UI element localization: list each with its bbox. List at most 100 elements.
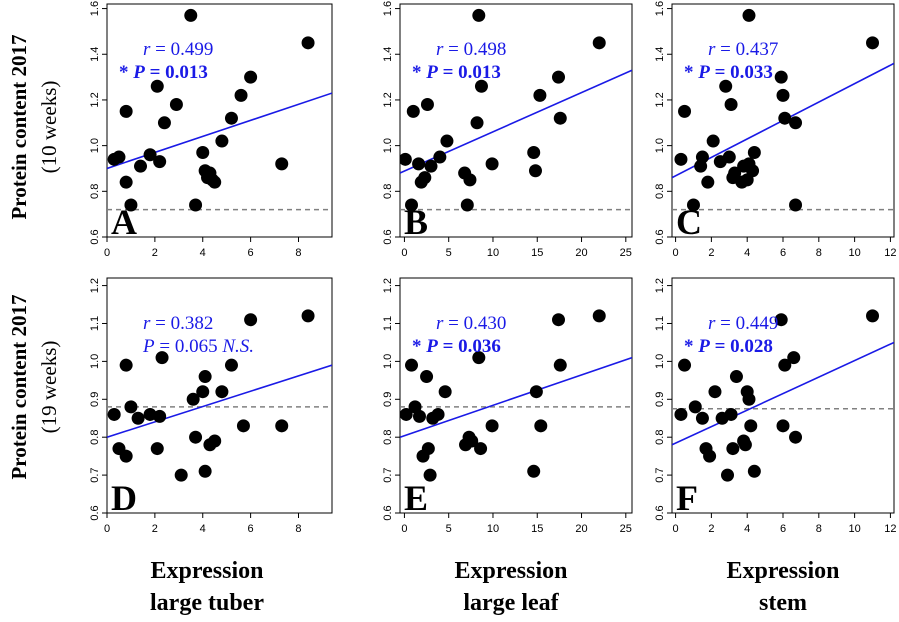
data-point xyxy=(275,157,289,171)
x-tick-label: 0 xyxy=(401,523,407,535)
column-label-2-line2: large leaf xyxy=(463,590,559,616)
panel-letter: A xyxy=(111,202,137,242)
y-tick-label: 0.7 xyxy=(382,467,394,482)
data-point xyxy=(866,36,880,50)
panels: 0 2 4 6 80.60.81.01.21.41.6Ar = 0.499* P = 0… xyxy=(89,1,897,535)
y-tick-label: 0.8 xyxy=(382,184,394,199)
data-point xyxy=(208,175,222,189)
y-tick-label: 1.0 xyxy=(654,354,666,369)
stat-r: r = 0.430 xyxy=(436,313,506,334)
plot-area xyxy=(672,8,894,212)
plot-area xyxy=(672,309,894,482)
data-point xyxy=(592,36,606,50)
stat-r-value: = 0.498 xyxy=(443,39,506,60)
data-point xyxy=(405,358,419,372)
data-point xyxy=(726,442,740,456)
y-tick-label: 0.8 xyxy=(89,184,101,199)
data-point xyxy=(431,407,445,421)
data-point xyxy=(134,159,148,173)
data-point xyxy=(412,409,426,423)
x-tick-label: 4 xyxy=(200,247,206,259)
data-point xyxy=(463,173,477,187)
stat-r: r = 0.382 xyxy=(143,313,213,334)
x-tick-label: 2 xyxy=(708,523,714,535)
panel-b: 0 5 10 15 20 25 0.6 0.8 1.0 1.2 1.4 1.6 Br = 0.498* … xyxy=(382,1,633,259)
x-tick-label: 5 xyxy=(446,523,452,535)
data-point xyxy=(742,8,756,22)
data-point xyxy=(701,175,715,189)
y-tick-label: 1.2 xyxy=(654,92,666,107)
x-tick-label: 6 xyxy=(780,523,786,535)
x-tick-label: 0 xyxy=(104,247,110,259)
column-label-1-line1: Expression xyxy=(151,558,264,584)
y-tick-label: 0.9 xyxy=(654,392,666,407)
data-point xyxy=(196,145,210,159)
data-point xyxy=(236,419,250,433)
data-point xyxy=(529,385,543,399)
x-tick-label: 15 xyxy=(531,523,543,535)
stat-r: r = 0.437 xyxy=(708,39,778,60)
y-tick-label: 0.9 xyxy=(382,392,394,407)
x-tick-label: 2 xyxy=(708,247,714,259)
data-point xyxy=(686,198,700,212)
stat-r-value: = 0.430 xyxy=(443,313,506,334)
x-tick-label: 8 xyxy=(816,247,822,259)
data-point xyxy=(552,70,566,84)
data-point xyxy=(131,411,145,425)
data-point xyxy=(742,392,756,406)
stat-r: r = 0.498 xyxy=(436,39,506,60)
stat-r-value: = 0.449 xyxy=(715,313,778,334)
y-tick-label: 0.9 xyxy=(89,392,101,407)
plot-frame xyxy=(106,3,333,238)
stat-p-value: = 0.036 xyxy=(438,336,501,357)
x-tick-label: 0 xyxy=(104,523,110,535)
data-point xyxy=(485,419,499,433)
data-point xyxy=(789,430,803,444)
row-label-bottom-sub: (19 weeks) xyxy=(37,341,61,434)
y-tick-label: 0.6 xyxy=(382,229,394,244)
data-point xyxy=(678,358,692,372)
data-point xyxy=(722,150,736,164)
stat-p-star: * xyxy=(412,62,426,83)
plot-area xyxy=(107,309,332,482)
stat-r-symbol: r xyxy=(143,39,151,60)
y-tick-label: 1.0 xyxy=(89,138,101,153)
regression-line xyxy=(107,92,332,170)
plot-area xyxy=(400,309,632,482)
data-point xyxy=(169,98,183,112)
data-point xyxy=(460,198,474,212)
data-point xyxy=(153,409,167,423)
stat-p: * P = 0.013 xyxy=(412,62,501,83)
x-tick-label: 8 xyxy=(295,247,301,259)
y-tick-label: 0.8 xyxy=(654,430,666,445)
x-tick-label: 25 xyxy=(620,247,632,259)
data-point xyxy=(789,116,803,130)
regression-line xyxy=(400,356,632,438)
data-point xyxy=(143,148,157,162)
column-label-3-line2: stem xyxy=(759,590,807,616)
data-point xyxy=(527,145,541,159)
data-point xyxy=(224,358,238,372)
x-tick-label: 6 xyxy=(248,247,254,259)
y-tick-label: 1.0 xyxy=(382,354,394,369)
stat-r-value: = 0.499 xyxy=(150,39,213,60)
panel-letter: B xyxy=(404,202,428,242)
panel-c: 0 2 4 6 8 10 120.60.81.01.21.41.6Cr = 0.437* P… xyxy=(654,1,897,259)
x-tick-label: 12 xyxy=(884,523,896,535)
data-point xyxy=(400,152,412,166)
stat-p-star: * xyxy=(684,336,698,357)
stat-p: * P = 0.028 xyxy=(684,336,773,357)
y-tick-label: 0.6 xyxy=(89,229,101,244)
y-tick-label: 1.1 xyxy=(382,316,394,331)
data-point xyxy=(708,385,722,399)
stat-p-symbol: P xyxy=(697,62,710,83)
stat-r-symbol: r xyxy=(143,313,151,334)
y-tick-label: 0.6 xyxy=(654,505,666,520)
data-point xyxy=(215,385,229,399)
y-tick-label: 0.6 xyxy=(89,505,101,520)
regression-line xyxy=(672,341,894,446)
data-point xyxy=(119,449,133,463)
plot-area xyxy=(400,8,632,212)
